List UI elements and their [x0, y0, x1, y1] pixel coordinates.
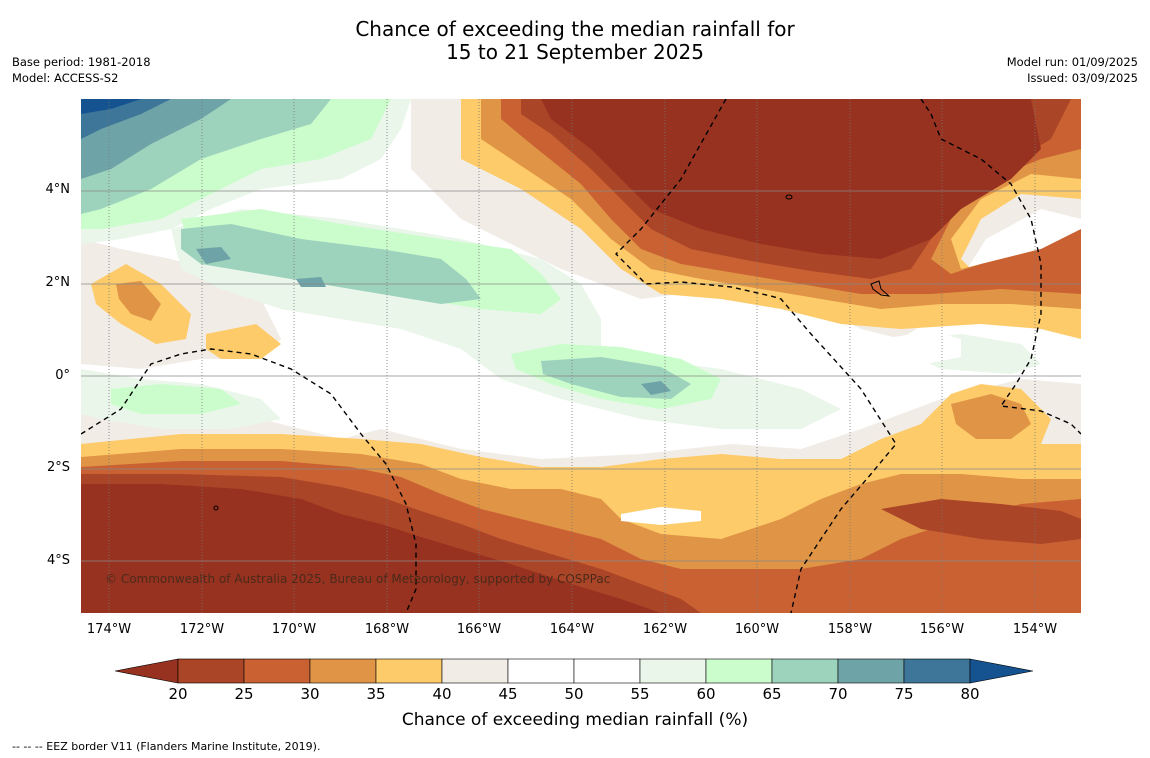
colorbar-tick-label: 75: [894, 685, 914, 703]
rainfall-map: [81, 99, 1081, 613]
lon-label-174w: 174°W: [86, 622, 132, 637]
issued-date: Issued: 03/09/2025: [1027, 71, 1138, 85]
model-run: Model run: 01/09/2025: [1006, 55, 1138, 69]
contour-white-pocket-east: [881, 331, 961, 365]
colorbar-extend-high: [969, 658, 1034, 684]
colorbar-segment: [441, 658, 509, 684]
lon-label-168w: 168°W: [364, 622, 410, 637]
contour-70-75-blob2: [296, 277, 326, 287]
lon-label-156w: 156°W: [919, 622, 965, 637]
colorbar-segment: [639, 658, 707, 684]
meta-left: Base period: 1981-2018 Model: ACCESS-S2: [12, 54, 151, 86]
lon-label-154w: 154°W: [1012, 622, 1058, 637]
lat-label-4s: 4°S: [46, 553, 70, 568]
contour-20-25-southeast: [881, 499, 1081, 544]
colorbar-tick-label: 60: [696, 685, 716, 703]
colorbar-tick-label: 65: [762, 685, 782, 703]
meta-right: Model run: 01/09/2025 Issued: 03/09/2025: [1007, 54, 1138, 86]
colorbar-segment: [837, 658, 905, 684]
colorbar-segment: [771, 658, 839, 684]
map-credit: © Commonwealth of Australia 2025, Bureau…: [105, 572, 611, 586]
colorbar-tick-label: 45: [498, 685, 518, 703]
colorbar-segment: [705, 658, 773, 684]
lat-label-2n: 2°N: [45, 275, 71, 290]
colorbar-tick-label: 35: [366, 685, 386, 703]
model-name: Model: ACCESS-S2: [12, 71, 119, 85]
title-line-1: Chance of exceeding the median rainfall …: [355, 17, 795, 41]
contour-below-20-northeast: [541, 99, 1041, 259]
base-period: Base period: 1981-2018: [12, 55, 151, 69]
lon-label-166w: 166°W: [456, 622, 502, 637]
colorbar-tick-label: 50: [564, 685, 584, 703]
colorbar-tick-label: 25: [234, 685, 254, 703]
contour-below-20-south: [81, 484, 661, 613]
colorbar-segment: [243, 658, 311, 684]
lon-label-158w: 158°W: [827, 622, 873, 637]
map-title: Chance of exceeding the median rainfall …: [0, 18, 1150, 64]
lon-label-162w: 162°W: [642, 622, 688, 637]
colorbar-tick-label: 30: [300, 685, 320, 703]
colorbar-extend-low: [114, 658, 179, 684]
contour-30-35-eastblob: [951, 394, 1031, 439]
colorbar-segment: [507, 658, 575, 684]
colorbar-tick-label: 55: [630, 685, 650, 703]
colorbar-tick-label: 40: [432, 685, 452, 703]
colorbar-tick-label: 20: [168, 685, 188, 703]
lat-label-4n: 4°N: [45, 182, 71, 197]
colorbar-segment: [903, 658, 971, 684]
contour-80-plus-north: [81, 99, 141, 114]
contour-35-40-west2: [206, 324, 281, 359]
eez-borders: [81, 99, 1081, 613]
colorbar: [114, 658, 1034, 684]
lon-label-172w: 172°W: [179, 622, 225, 637]
lon-label-164w: 164°W: [549, 622, 595, 637]
lat-label-2s: 2°S: [46, 460, 70, 475]
colorbar-segments: [114, 658, 1034, 684]
islands: [213, 194, 891, 511]
lat-label-0: 0°: [55, 368, 70, 383]
colorbar-tick-label: 80: [960, 685, 980, 703]
lon-label-170w: 170°W: [271, 622, 317, 637]
colorbar-segment: [177, 658, 245, 684]
colorbar-segment: [309, 658, 377, 684]
colorbar-segment: [375, 658, 443, 684]
contour-70-75-blob1: [196, 247, 231, 264]
contour-70-75-blob3: [641, 381, 671, 395]
title-line-2: 15 to 21 September 2025: [446, 40, 704, 64]
eez-footnote: -- -- -- EEZ border V11 (Flanders Marine…: [12, 740, 321, 753]
colorbar-title: Chance of exceeding median rainfall (%): [401, 710, 749, 730]
contour-30-35-west: [116, 281, 161, 321]
lon-label-160w: 160°W: [734, 622, 780, 637]
contour-60-65-west: [111, 384, 241, 414]
lat-lines: [81, 190, 1081, 562]
colorbar-segment: [573, 658, 641, 684]
colorbar-tick-label: 70: [828, 685, 848, 703]
contour-white-pocket: [621, 507, 701, 525]
